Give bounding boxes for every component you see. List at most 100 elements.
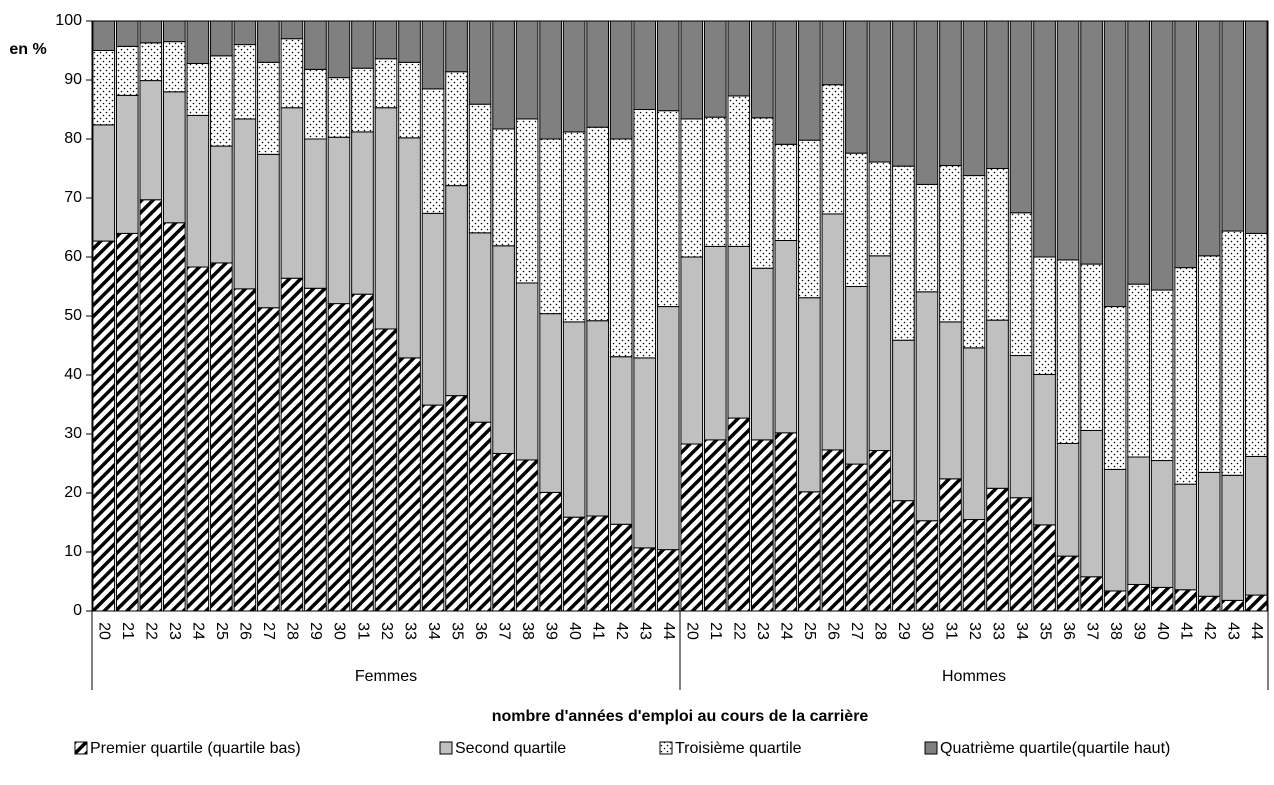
- y-tick-label: 70: [64, 189, 82, 206]
- bar-segment: [892, 339, 915, 502]
- bar-segment: [798, 20, 821, 141]
- bar-segment: [845, 286, 868, 465]
- bar-segment: [633, 109, 657, 359]
- bar-segment: [656, 549, 680, 612]
- x-tick-label: 40: [566, 622, 583, 640]
- x-tick-label: 25: [801, 622, 818, 640]
- bar-segment: [1080, 20, 1103, 265]
- bar-segment: [186, 20, 210, 64]
- x-tick-label: 21: [707, 622, 724, 640]
- x-tick-label: 20: [684, 622, 701, 640]
- bar-segment: [1009, 212, 1033, 357]
- x-tick-label: 26: [825, 622, 842, 640]
- bar-segment: [562, 131, 586, 323]
- x-tick-label: 32: [966, 622, 983, 640]
- bar-segment: [915, 291, 939, 522]
- legend-label: Premier quartile (quartile bas): [90, 740, 301, 757]
- bar-segment: [304, 68, 327, 140]
- bar-segment: [656, 306, 680, 551]
- bar-segment: [398, 137, 421, 359]
- bar-segment: [1056, 555, 1080, 612]
- bar-segment: [257, 153, 280, 309]
- bar-segment: [845, 463, 868, 612]
- x-tick-label: 20: [96, 622, 113, 640]
- x-tick-label: 42: [1201, 622, 1218, 640]
- bar-segment: [468, 421, 492, 612]
- bar-segment: [374, 107, 398, 330]
- legend-swatch: [74, 741, 88, 755]
- bar-segment: [210, 262, 233, 612]
- bar-segment: [304, 138, 327, 289]
- bar-segment: [515, 118, 539, 284]
- legend-label: Troisième quartile: [675, 740, 802, 757]
- x-tick-label: 43: [636, 622, 653, 640]
- bar-segment: [1174, 483, 1197, 591]
- bar-segment: [398, 20, 421, 63]
- bar-segment: [304, 287, 327, 612]
- bar-segment: [609, 138, 633, 358]
- bar-segment: [1127, 20, 1150, 285]
- bar-segment: [915, 183, 939, 293]
- group-label: Hommes: [942, 668, 1006, 685]
- bar-segment: [892, 165, 915, 341]
- bar-segment: [139, 20, 163, 44]
- bar-segment: [562, 20, 586, 133]
- bar-segment: [680, 443, 704, 612]
- bar-segment: [939, 321, 962, 480]
- bar-segment: [1033, 373, 1056, 526]
- bar-segment: [774, 20, 798, 145]
- bar-segment: [351, 131, 374, 295]
- bar-segment: [139, 42, 163, 82]
- bar-segment: [751, 117, 774, 269]
- bar-segment: [633, 547, 657, 612]
- x-tick-label: 39: [542, 622, 559, 640]
- legend-label: Quatrième quartile(quartile haut): [940, 740, 1170, 757]
- x-tick-label: 31: [354, 622, 371, 640]
- x-tick-label: 22: [143, 622, 160, 640]
- bar-segment: [798, 491, 821, 612]
- bar-segment: [915, 520, 939, 612]
- bar-segment: [492, 452, 515, 612]
- bar-segment: [703, 439, 727, 612]
- bar-segment: [92, 50, 116, 126]
- bar-segment: [821, 84, 845, 215]
- bar-segment: [986, 319, 1009, 489]
- bar-segment: [1150, 289, 1174, 462]
- x-tick-label: 27: [260, 622, 277, 640]
- bar-segment: [892, 20, 915, 167]
- bar-segment: [1103, 20, 1127, 308]
- bar-segment: [751, 20, 774, 119]
- bar-segment: [1221, 474, 1245, 601]
- x-tick-label: 39: [1130, 622, 1147, 640]
- bar-segment: [539, 138, 562, 315]
- bar-segment: [656, 110, 680, 308]
- bar-segment: [845, 152, 868, 287]
- bar-segment: [398, 357, 421, 612]
- x-tick-label: 36: [1060, 622, 1077, 640]
- bar-segment: [586, 20, 609, 128]
- y-tick-label: 90: [64, 71, 82, 88]
- y-tick-label: 50: [64, 307, 82, 324]
- y-tick-label: 10: [64, 543, 82, 560]
- bar-segment: [139, 80, 163, 201]
- bar-segment: [115, 94, 139, 234]
- x-tick-label: 23: [754, 622, 771, 640]
- bar-segment: [280, 277, 304, 612]
- bar-segment: [1197, 20, 1221, 257]
- bar-segment: [868, 255, 892, 452]
- bar-segment: [656, 20, 680, 112]
- bar-segment: [1174, 267, 1197, 485]
- bar-segment: [727, 20, 751, 97]
- bar-segment: [1244, 455, 1268, 596]
- x-axis-label: nombre d'années d'emploi au cours de la …: [492, 708, 869, 725]
- bar-segment: [1244, 232, 1268, 457]
- bar-segment: [515, 459, 539, 612]
- bar-segment: [703, 116, 727, 247]
- x-tick-label: 37: [495, 622, 512, 640]
- bar-segment: [1056, 20, 1080, 261]
- x-tick-label: 33: [989, 622, 1006, 640]
- bar-segment: [562, 321, 586, 518]
- bar-segment: [680, 20, 704, 120]
- bar-segment: [939, 165, 962, 323]
- bar-segment: [986, 168, 1009, 321]
